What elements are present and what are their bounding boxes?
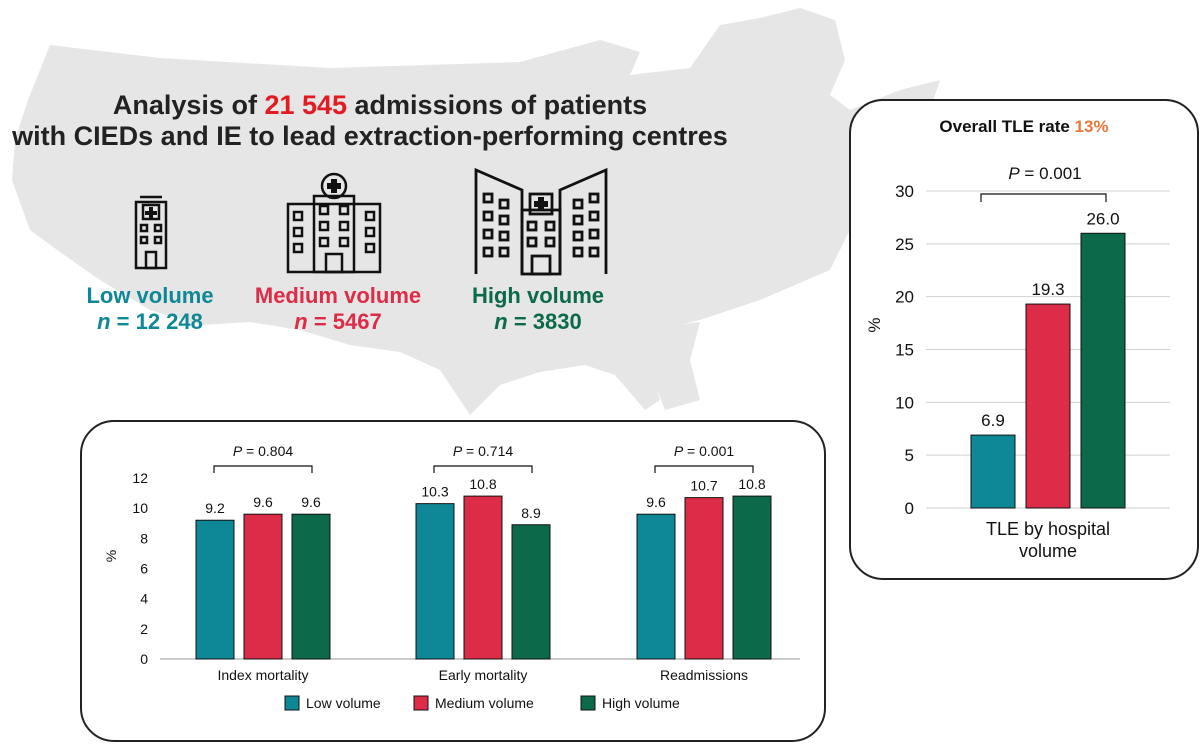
bar-medium-volume [684, 497, 724, 660]
bar-medium-volume [1025, 303, 1071, 509]
bar-value-label: 10.8 [469, 476, 496, 492]
bar-low-volume [970, 434, 1016, 509]
p-symbol: P [674, 443, 684, 459]
bar-low-volume [195, 519, 235, 660]
high-volume-name: High volume [471, 283, 604, 308]
p-value-annotation: P = 0.001 [1008, 164, 1081, 183]
x-category-label: volume [1019, 541, 1077, 561]
legend-swatch [284, 695, 300, 711]
low-volume-name: Low volume [86, 283, 214, 308]
bar-value-label: 10.8 [738, 476, 765, 492]
x-category-label: Index mortality [217, 667, 308, 683]
legend-label: Low volume [306, 695, 381, 711]
n-symbol: n [294, 309, 308, 334]
y-tick-label: 10 [895, 393, 914, 412]
significance-bracket [654, 465, 754, 473]
significance-bracket [213, 465, 313, 473]
florida-shape [640, 322, 700, 410]
bar-low-volume [415, 503, 455, 660]
y-tick-label: 15 [895, 341, 914, 360]
y-tick-label: 12 [132, 470, 148, 486]
low-volume-label: Low volume n = 12 248 [50, 283, 250, 335]
y-tick-label: 6 [140, 561, 148, 577]
large-hospital-icon [474, 167, 608, 276]
bar-value-label: 6.9 [981, 411, 1005, 430]
bar-value-label: 9.6 [646, 494, 666, 510]
bar-high-volume [1080, 232, 1126, 509]
medium-volume-count: n = 5467 [238, 309, 438, 335]
y-tick-label: 20 [895, 288, 914, 307]
p-symbol: P [1008, 164, 1020, 183]
bar-value-label: 26.0 [1086, 209, 1119, 228]
p-value: = 0.001 [1020, 164, 1082, 183]
y-tick-label: 5 [905, 446, 914, 465]
high-volume-label: High volume n = 3830 [438, 283, 638, 335]
p-value: = 0.804 [242, 443, 293, 459]
bar-value-label: 9.6 [301, 494, 321, 510]
x-category-label: Early mortality [439, 667, 528, 683]
y-axis-label: % [865, 317, 884, 332]
legend-label: Medium volume [435, 695, 534, 711]
bar-value-label: 9.6 [253, 494, 273, 510]
high-volume-count: n = 3830 [438, 309, 638, 335]
legend-label: High volume [602, 695, 680, 711]
bar-medium-volume [463, 495, 503, 660]
low-volume-count: n = 12 248 [50, 309, 250, 335]
p-value-annotation: P = 0.804 [233, 443, 294, 459]
bar-low-volume [636, 513, 676, 660]
high-volume-n-value: = 3830 [507, 309, 582, 334]
n-symbol: n [97, 309, 111, 334]
y-tick-label: 0 [140, 651, 148, 667]
y-axis-label: % [103, 550, 119, 562]
p-symbol: P [233, 443, 243, 459]
y-tick-label: 10 [132, 500, 148, 516]
tle-panel-title: Overall TLE rate 13% [849, 117, 1199, 137]
tle-title-value: 13% [1074, 117, 1109, 136]
legend-swatch [580, 695, 596, 711]
headline-line-2: with CIEDs and IE to lead extraction-per… [12, 121, 728, 151]
y-tick-label: 2 [140, 621, 148, 637]
n-symbol: n [494, 309, 508, 334]
bar-value-label: 10.7 [690, 478, 717, 494]
y-tick-label: 8 [140, 530, 148, 546]
y-tick-label: 30 [895, 182, 914, 201]
bar-value-label: 8.9 [521, 505, 541, 521]
bar-high-volume [511, 524, 551, 660]
p-value-annotation: P = 0.001 [674, 443, 735, 459]
headline-line-1: Analysis of 21 545 admissions of patient… [10, 90, 750, 121]
legend-swatch [413, 695, 429, 711]
medium-volume-n-value: = 5467 [307, 309, 382, 334]
y-tick-label: 25 [895, 235, 914, 254]
headline-suffix: admissions of patients [347, 90, 648, 120]
headline-prefix: Analysis of [112, 90, 265, 120]
bar-value-label: 19.3 [1031, 280, 1064, 299]
medium-volume-name: Medium volume [254, 283, 422, 308]
tle-title-prefix: Overall TLE rate [939, 117, 1075, 136]
bar-medium-volume [243, 513, 283, 660]
tle-panel [849, 99, 1199, 580]
medium-hospital-icon [286, 172, 382, 274]
bar-value-label: 9.2 [205, 500, 225, 516]
y-tick-label: 4 [140, 591, 148, 607]
small-hospital-icon [134, 195, 168, 270]
p-value-annotation: P = 0.714 [453, 443, 514, 459]
low-volume-n-value: = 12 248 [110, 309, 203, 334]
significance-bracket [433, 465, 533, 473]
p-value: = 0.714 [462, 443, 513, 459]
p-value: = 0.001 [683, 443, 734, 459]
p-symbol: P [453, 443, 463, 459]
bar-high-volume [291, 513, 331, 660]
significance-bracket [980, 193, 1107, 202]
x-category-label: TLE by hospital [986, 519, 1110, 539]
bar-value-label: 10.3 [421, 484, 448, 500]
bar-high-volume [732, 495, 772, 660]
y-tick-label: 0 [905, 499, 914, 518]
headline-admissions-count: 21 545 [264, 90, 348, 120]
medium-volume-label: Medium volume n = 5467 [238, 283, 438, 335]
x-category-label: Readmissions [660, 667, 748, 683]
